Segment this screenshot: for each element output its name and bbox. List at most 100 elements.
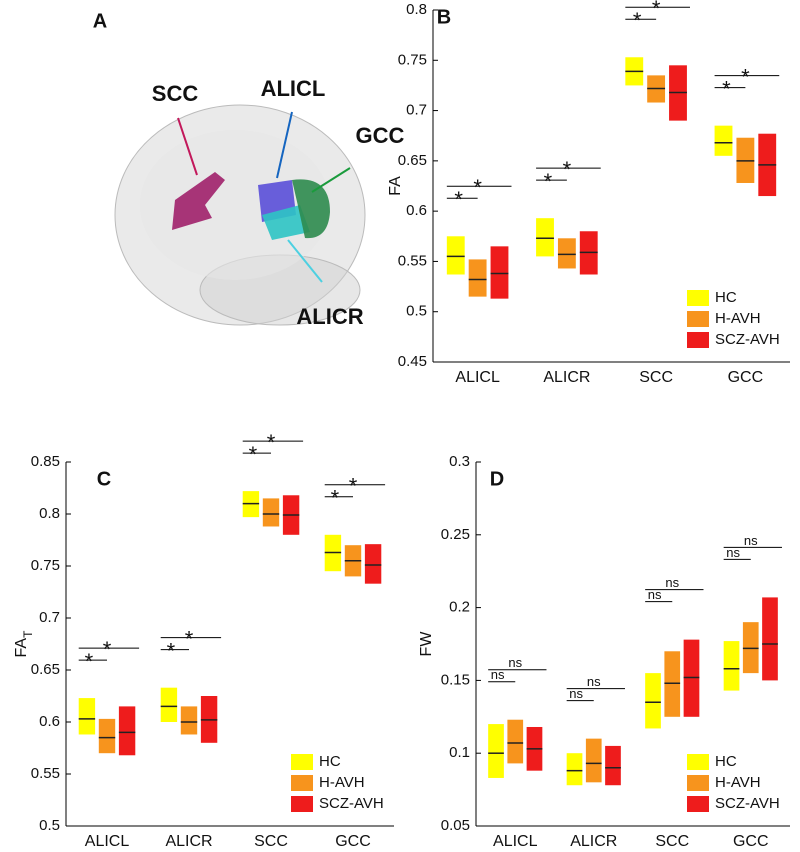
- gcc-region: [292, 179, 330, 239]
- panel-letter: A: [93, 10, 107, 32]
- y-tick-label: 0.3: [449, 453, 470, 470]
- significance-label: *: [267, 430, 276, 455]
- legend-swatch: [291, 754, 313, 770]
- box: [490, 246, 509, 299]
- x-tick-label: SCC: [254, 833, 288, 850]
- y-tick-label: 0.15: [441, 671, 470, 688]
- box: [566, 753, 583, 786]
- x-tick-label: ALICR: [570, 833, 617, 850]
- significance-label: *: [249, 442, 258, 467]
- legend-swatch: [687, 796, 709, 812]
- y-tick-label: 0.65: [31, 661, 60, 678]
- alicr-region: [262, 205, 310, 240]
- significance-label: *: [473, 175, 482, 200]
- x-tick-label: ALICL: [493, 833, 538, 850]
- legend-label: H-AVH: [319, 774, 365, 791]
- x-tick-label: GCC: [733, 833, 769, 850]
- y-tick-label: 0.8: [39, 505, 60, 522]
- legend-label: SCZ-AVH: [319, 795, 384, 812]
- y-tick-label: 0.5: [39, 817, 60, 834]
- region-label: SCC: [152, 81, 199, 106]
- legend-label: SCZ-AVH: [715, 795, 780, 812]
- y-axis-label: FW: [418, 631, 435, 657]
- x-tick-label: ALICR: [543, 369, 590, 386]
- panel-letter: B: [437, 6, 451, 28]
- y-axis-label: FAT: [13, 630, 35, 658]
- legend-label: HC: [319, 753, 341, 770]
- box: [160, 687, 178, 722]
- significance-label: *: [652, 0, 661, 21]
- x-tick-label: ALICR: [165, 833, 212, 850]
- chart-panel: C FAT 0.5 0.55 0.6 0.65 0.7 0.75 0.8 0.85 ALICL * * A…: [13, 430, 394, 850]
- significance-label: ns: [587, 674, 601, 689]
- significance-label: ns: [648, 587, 662, 602]
- box: [585, 738, 602, 783]
- y-tick-label: 0.6: [406, 202, 427, 219]
- significance-label: *: [103, 637, 112, 662]
- legend-swatch: [687, 754, 709, 770]
- significance-label: *: [167, 638, 176, 663]
- arrow: [311, 167, 351, 193]
- y-tick-label: 0.8: [406, 1, 427, 18]
- brain-inner: [140, 130, 330, 280]
- legend-swatch: [291, 775, 313, 791]
- arrow: [177, 117, 198, 176]
- box: [180, 706, 198, 735]
- box: [446, 236, 465, 275]
- box: [364, 544, 382, 584]
- panel-letter: C: [97, 468, 111, 490]
- y-tick-label: 0.55: [31, 765, 60, 782]
- y-tick-label: 0.45: [398, 353, 427, 370]
- box: [488, 724, 504, 778]
- x-tick-label: SCC: [639, 369, 673, 386]
- chart-panel: B FA 0.45 0.5 0.55 0.6 0.65 0.7 0.75 0.8 ALICL * * AL…: [387, 0, 790, 386]
- significance-label: ns: [569, 686, 583, 701]
- chart-panel: DFW0.050.10.150.20.250.3ALICLnsnsALICRns…: [418, 453, 790, 850]
- legend-swatch: [687, 775, 709, 791]
- brain-panel: A SCC ALICL GCC ALICR: [93, 10, 405, 329]
- significance-label: *: [563, 157, 572, 182]
- box: [507, 719, 524, 764]
- y-tick-label: 0.25: [441, 526, 470, 543]
- significance-label: ns: [744, 533, 758, 548]
- significance-label: *: [544, 169, 553, 194]
- y-tick-label: 0.6: [39, 713, 60, 730]
- significance-label: *: [454, 187, 463, 212]
- x-tick-label: ALICL: [455, 369, 500, 386]
- box: [605, 745, 621, 786]
- box: [762, 597, 778, 681]
- significance-label: *: [85, 649, 94, 674]
- significance-label: *: [741, 64, 750, 89]
- y-tick-label: 0.1: [449, 744, 470, 761]
- y-tick-label: 0.5: [406, 303, 427, 320]
- legend-swatch: [687, 311, 709, 327]
- box: [468, 259, 487, 297]
- arrow: [276, 111, 293, 179]
- region-label: GCC: [356, 123, 405, 148]
- legend-swatch: [687, 332, 709, 348]
- x-tick-label: ALICL: [85, 833, 130, 850]
- significance-label: ns: [491, 667, 505, 682]
- scc-region: [172, 172, 225, 230]
- legend-swatch: [687, 290, 709, 306]
- y-tick-label: 0.55: [398, 252, 427, 269]
- legend-label: HC: [715, 289, 737, 306]
- x-tick-label: GCC: [728, 369, 764, 386]
- region-label: ALICL: [261, 76, 326, 101]
- box: [723, 641, 740, 691]
- significance-label: *: [331, 486, 340, 511]
- panel-letter: D: [490, 468, 504, 490]
- y-tick-label: 0.85: [31, 453, 60, 470]
- y-tick-label: 0.05: [441, 817, 470, 834]
- y-tick-label: 0.7: [406, 102, 427, 119]
- x-tick-label: SCC: [655, 833, 689, 850]
- legend-label: H-AVH: [715, 774, 761, 791]
- significance-label: *: [349, 474, 358, 499]
- legend-label: H-AVH: [715, 310, 761, 327]
- box: [78, 698, 96, 735]
- significance-label: *: [633, 8, 642, 33]
- box: [118, 706, 136, 756]
- y-tick-label: 0.65: [398, 152, 427, 169]
